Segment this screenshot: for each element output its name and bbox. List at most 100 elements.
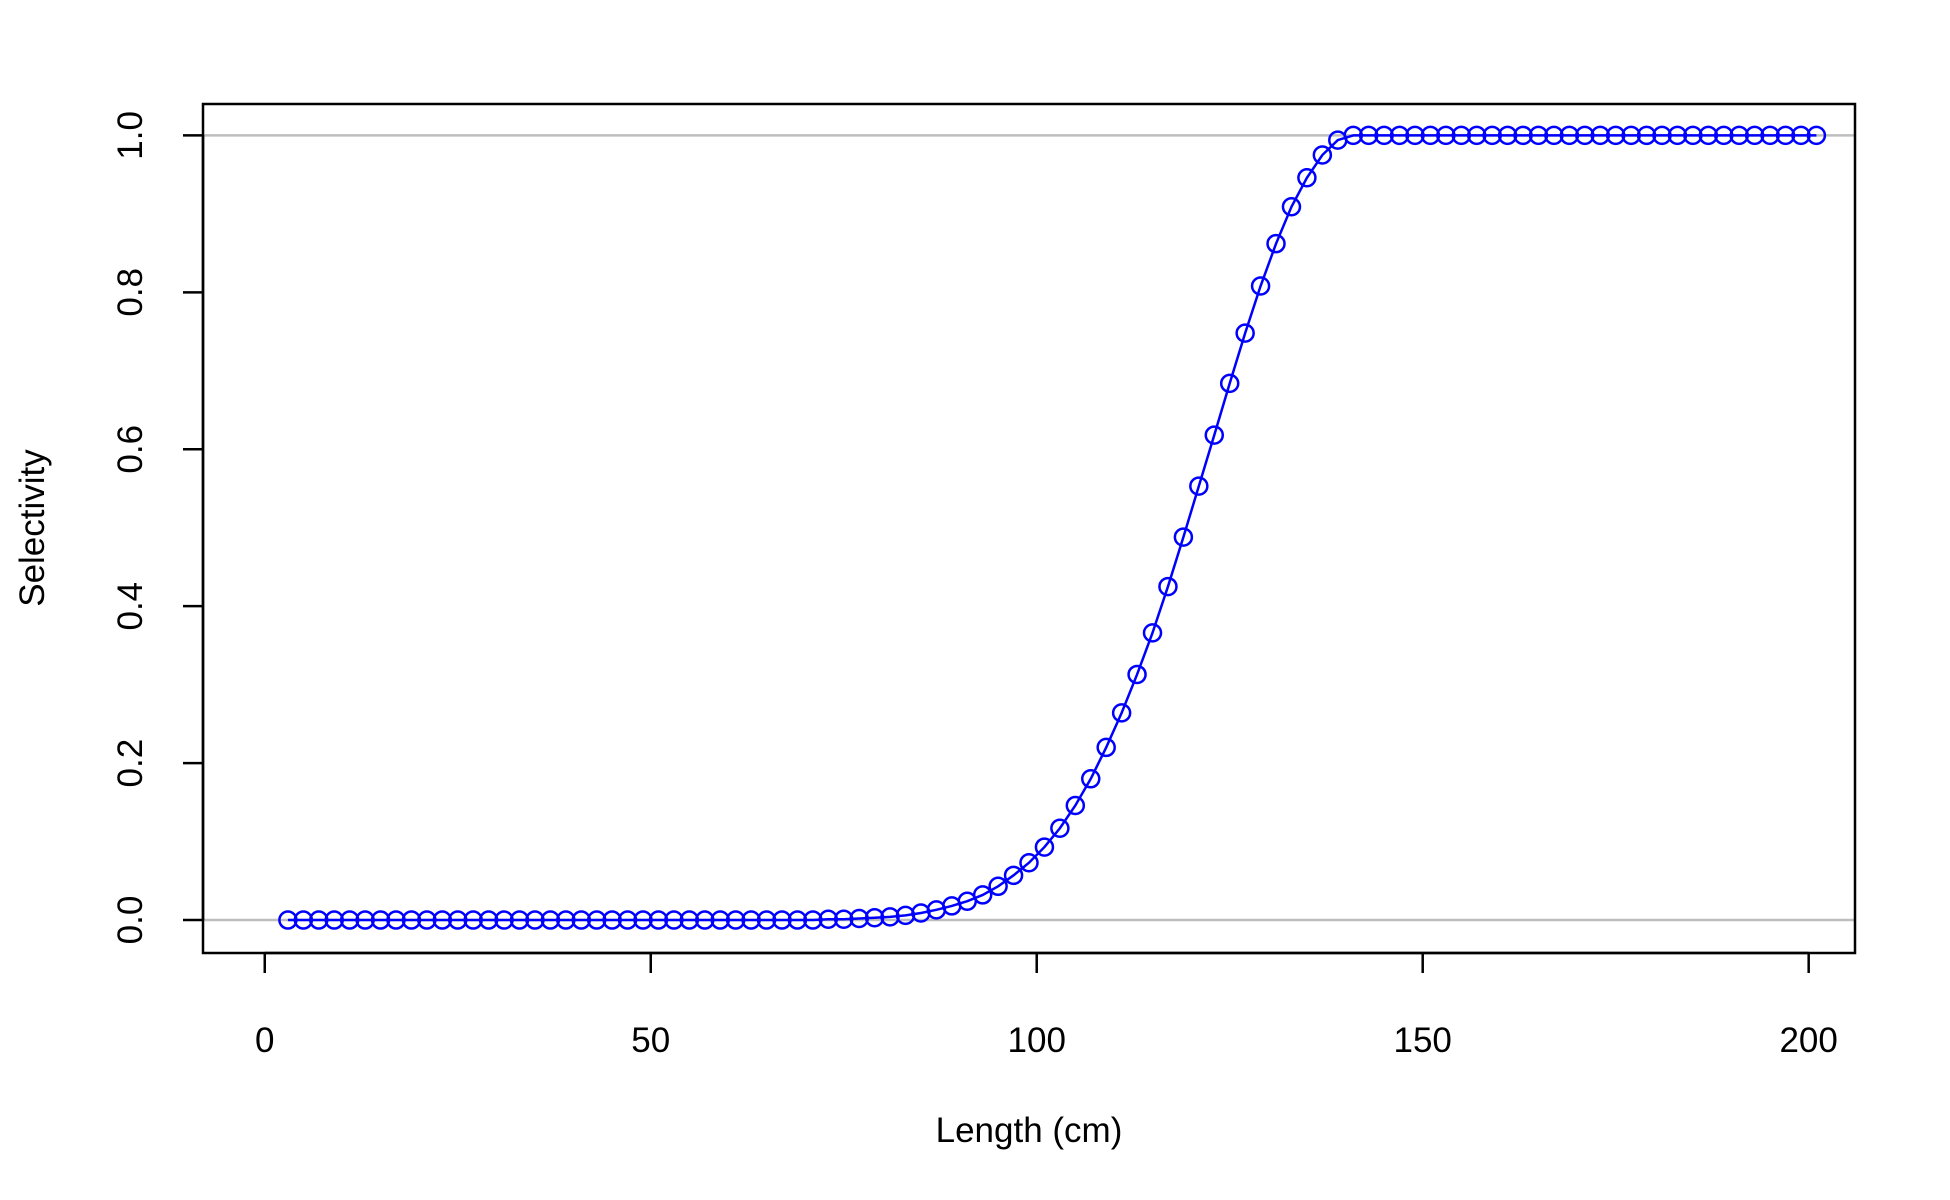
data-point	[417, 910, 437, 930]
data-point	[1204, 425, 1225, 445]
data-point	[1575, 125, 1595, 146]
data-point	[1698, 125, 1719, 146]
data-point	[463, 910, 483, 930]
data-point	[1528, 125, 1549, 146]
data-point	[339, 910, 360, 930]
data-point	[1513, 125, 1533, 146]
y-tick-label: 1.0	[111, 111, 150, 160]
data-point	[370, 910, 391, 930]
data-point	[1559, 125, 1580, 146]
data-point	[1760, 125, 1780, 146]
data-point	[1775, 125, 1796, 146]
x-axis: 0 50 100 150 200	[255, 951, 1838, 1060]
data-point	[725, 910, 746, 930]
data-point	[324, 910, 344, 930]
data-point	[1389, 125, 1410, 146]
x-tick-label: 0	[255, 1021, 274, 1060]
data-point	[1281, 197, 1302, 217]
data-point	[772, 910, 792, 930]
data-point	[1621, 125, 1641, 146]
data-point	[401, 910, 422, 930]
data-point	[988, 876, 1008, 897]
data-point	[1636, 125, 1657, 146]
data-point	[633, 910, 653, 930]
data-point	[1003, 865, 1024, 886]
series-layer	[278, 125, 1827, 930]
data-point	[1358, 125, 1379, 146]
data-point	[1065, 795, 1086, 816]
data-point	[571, 910, 592, 930]
data-point	[1034, 837, 1055, 857]
x-tick-label: 150	[1393, 1021, 1451, 1060]
data-point	[1544, 125, 1564, 146]
y-tick-label: 0.4	[111, 582, 150, 631]
data-point	[447, 910, 468, 930]
x-tick-label: 100	[1008, 1021, 1066, 1060]
data-point	[1466, 125, 1487, 146]
data-point	[1111, 703, 1132, 723]
data-point	[1652, 125, 1672, 146]
data-point	[1127, 664, 1147, 685]
data-point	[293, 910, 314, 930]
data-point	[1590, 125, 1611, 146]
y-axis-title: Selectivity	[13, 449, 52, 607]
reference-lines	[203, 134, 1855, 922]
data-point	[741, 910, 761, 930]
data-point	[648, 910, 669, 930]
data-point	[525, 910, 545, 930]
data-point	[679, 910, 700, 930]
data-point	[1667, 125, 1688, 146]
data-point	[355, 910, 375, 930]
data-point	[309, 910, 329, 930]
data-point	[1451, 125, 1472, 146]
data-point	[617, 910, 638, 930]
data-point	[1219, 373, 1240, 394]
data-point	[1729, 125, 1749, 146]
data-point	[1142, 623, 1163, 643]
data-point	[556, 910, 576, 930]
data-point	[1019, 853, 1039, 873]
data-point	[1683, 125, 1703, 146]
x-tick-label: 200	[1779, 1021, 1837, 1060]
data-point	[1405, 125, 1425, 146]
data-point	[710, 910, 730, 930]
data-point	[494, 910, 514, 930]
plot-frame	[201, 102, 1857, 955]
data-point	[1374, 125, 1394, 146]
data-point	[1744, 125, 1765, 146]
data-point	[1436, 125, 1456, 146]
series-line	[287, 134, 1817, 922]
data-point	[1297, 168, 1317, 188]
data-point	[1266, 233, 1286, 254]
data-point	[1497, 125, 1518, 146]
data-point	[1343, 125, 1363, 146]
x-tick-label: 50	[631, 1021, 670, 1060]
data-point	[1189, 476, 1209, 496]
data-point	[278, 910, 298, 930]
data-point	[1312, 145, 1333, 165]
data-point	[803, 910, 823, 930]
data-point	[602, 910, 622, 930]
data-point	[1096, 737, 1116, 758]
data-point	[1158, 576, 1178, 597]
data-point	[972, 885, 993, 905]
data-point	[586, 910, 607, 930]
data-point	[509, 910, 530, 930]
data-point	[833, 909, 854, 930]
data-point	[1806, 125, 1827, 146]
data-point	[432, 910, 453, 930]
data-point	[540, 910, 561, 930]
data-point	[1235, 323, 1255, 343]
data-point	[1173, 527, 1194, 547]
y-tick-label: 0.8	[111, 268, 150, 317]
data-point	[1482, 125, 1502, 146]
data-point	[880, 907, 900, 927]
data-point	[478, 910, 499, 930]
data-point	[756, 910, 777, 930]
y-tick-label: 0.2	[111, 739, 150, 788]
y-tick-label: 0.6	[111, 425, 150, 474]
x-axis-title: Length (cm)	[936, 1111, 1123, 1150]
data-point	[664, 910, 684, 930]
data-point	[1605, 125, 1626, 146]
